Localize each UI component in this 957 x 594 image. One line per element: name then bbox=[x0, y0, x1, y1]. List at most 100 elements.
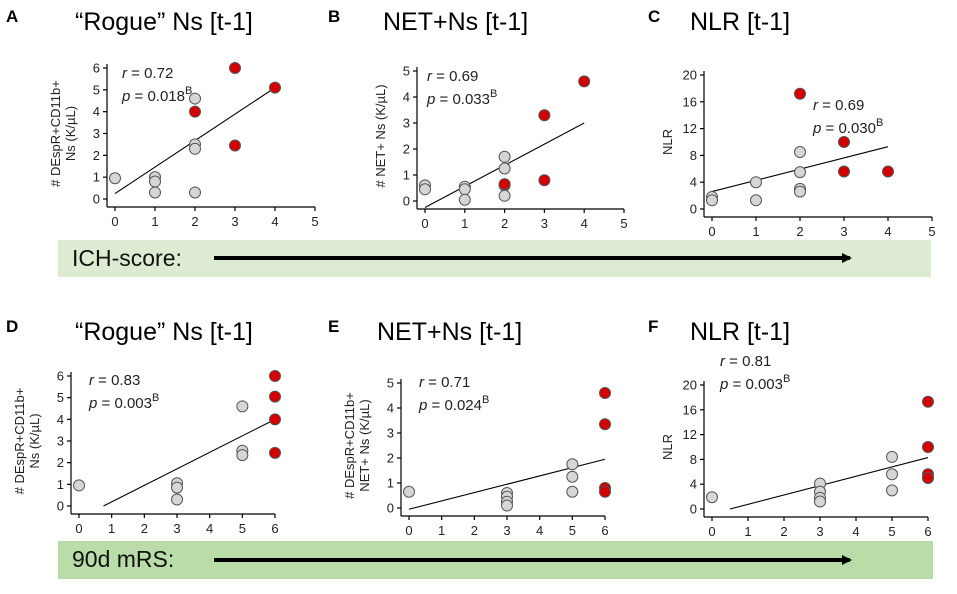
chart-title: “Rogue” Ns [t-1] bbox=[75, 8, 253, 36]
x-tick-label: 4 bbox=[884, 224, 891, 239]
data-point-high bbox=[269, 390, 281, 403]
panel-letter: B bbox=[328, 7, 340, 26]
x-tick-label: 4 bbox=[852, 524, 859, 539]
data-point-low bbox=[498, 162, 511, 175]
data-point-low bbox=[73, 479, 85, 492]
y-tick-label: 0 bbox=[57, 499, 64, 514]
y-tick-label: 8 bbox=[690, 452, 697, 467]
x-tick-label: 5 bbox=[239, 521, 246, 536]
y-tick-label: 20 bbox=[683, 68, 697, 83]
data-point-high bbox=[269, 81, 281, 94]
data-point-high bbox=[229, 139, 241, 152]
y-axis-label: NET+ Ns (K/µL) bbox=[357, 399, 372, 491]
data-point-low bbox=[566, 470, 579, 483]
y-tick-label: 0 bbox=[690, 202, 697, 217]
panel-d: D “Rogue” Ns [t-1] 0 1 2 3 4 5 6 0 1 2 3 4 5 6 # DEspR+C… bbox=[6, 317, 281, 536]
data-point-low bbox=[794, 146, 806, 159]
y-tick-label: 3 bbox=[57, 434, 64, 449]
data-point-low bbox=[886, 484, 898, 497]
y-tick-label: 4 bbox=[690, 477, 697, 492]
x-tick-label: 2 bbox=[796, 224, 803, 239]
r-statistic: r = 0.69 bbox=[813, 97, 864, 114]
x-tick-label: 1 bbox=[108, 521, 115, 536]
y-tick-label: 5 bbox=[403, 64, 410, 79]
y-tick-label: 6 bbox=[93, 61, 100, 76]
x-tick-label: 0 bbox=[708, 524, 715, 539]
x-tick-label: 3 bbox=[840, 224, 847, 239]
y-tick-label: 0 bbox=[387, 501, 394, 516]
chart-title: “Rogue” Ns [t-1] bbox=[75, 318, 253, 346]
x-tick-label: 2 bbox=[191, 214, 198, 229]
y-tick-label: 3 bbox=[93, 126, 100, 141]
data-point-low bbox=[189, 186, 201, 199]
x-tick-label: 0 bbox=[421, 216, 428, 231]
r-statistic: r = 0.71 bbox=[419, 374, 470, 391]
data-point-low bbox=[149, 186, 161, 199]
x-tick-label: 2 bbox=[501, 216, 508, 231]
y-tick-label: 0 bbox=[690, 502, 697, 517]
y-axis-label: # DEspR+CD11b+ bbox=[48, 80, 63, 187]
data-point-low bbox=[171, 481, 183, 494]
panel-b: B NET+Ns [t-1] 0 1 2 3 4 5 0 1 2 3 4 5 # NET+ Ns (K/µL… bbox=[328, 7, 628, 231]
p-statistic: p = 0.003B bbox=[719, 373, 790, 393]
data-point-high bbox=[269, 413, 281, 426]
y-tick-label: 1 bbox=[93, 170, 100, 185]
data-point-high bbox=[922, 472, 934, 484]
data-point-low bbox=[814, 495, 826, 508]
panel-letter: C bbox=[648, 7, 660, 26]
x-tick-label: 5 bbox=[569, 523, 576, 538]
data-point-low bbox=[403, 485, 415, 498]
y-axis-label: NLR bbox=[660, 434, 675, 460]
x-tick-label: 1 bbox=[151, 214, 158, 229]
y-axis-label: # DEspR+CD11b+ bbox=[12, 388, 27, 495]
y-tick-label: 5 bbox=[93, 82, 100, 97]
y-tick-label: 4 bbox=[57, 412, 64, 427]
data-point-high bbox=[498, 178, 511, 191]
data-point-high bbox=[599, 387, 611, 399]
mrs-banner: 90d mRS: bbox=[58, 541, 933, 579]
x-tick-label: 0 bbox=[75, 521, 82, 536]
x-tick-label: 3 bbox=[816, 524, 823, 539]
p-statistic: p = 0.018B bbox=[121, 85, 192, 105]
x-tick-label: 5 bbox=[928, 224, 935, 239]
r-statistic: r = 0.83 bbox=[89, 372, 140, 389]
x-tick-label: 3 bbox=[231, 214, 238, 229]
data-point-low bbox=[498, 189, 511, 202]
x-tick-label: 5 bbox=[620, 216, 627, 231]
data-point-low bbox=[189, 92, 201, 105]
r-statistic: r = 0.69 bbox=[427, 68, 478, 85]
x-tick-label: 0 bbox=[111, 214, 118, 229]
chart-title: NET+Ns [t-1] bbox=[377, 318, 522, 346]
data-point-low bbox=[458, 183, 471, 196]
y-tick-label: 1 bbox=[403, 168, 410, 183]
x-tick-label: 3 bbox=[503, 523, 510, 538]
y-axis-label: # NET+ Ns (K/µL) bbox=[373, 84, 388, 187]
y-axis-label: # DEspR+CD11b+ bbox=[342, 392, 357, 499]
x-tick-label: 1 bbox=[438, 523, 445, 538]
p-statistic: p = 0.033B bbox=[426, 88, 497, 108]
x-tick-label: 6 bbox=[271, 521, 278, 536]
data-point-low bbox=[189, 142, 201, 155]
panel-e: E NET+Ns [t-1] 0 1 2 3 4 5 6 0 1 2 3 4 5 # DEspR+CD11b+… bbox=[328, 317, 611, 538]
data-point-low bbox=[706, 491, 718, 504]
data-point-low bbox=[236, 400, 249, 413]
data-point-low bbox=[171, 493, 183, 506]
data-point-high bbox=[599, 485, 611, 498]
r-statistic: r = 0.72 bbox=[122, 65, 173, 82]
p-statistic: p = 0.024B bbox=[418, 394, 489, 414]
data-point-high bbox=[922, 395, 934, 408]
data-point-low bbox=[566, 458, 579, 471]
data-point-low bbox=[501, 499, 513, 512]
y-tick-label: 2 bbox=[93, 148, 100, 163]
x-tick-label: 1 bbox=[461, 216, 468, 231]
x-tick-label: 6 bbox=[924, 524, 931, 539]
x-tick-label: 6 bbox=[601, 523, 608, 538]
x-tick-label: 2 bbox=[780, 524, 787, 539]
x-tick-label: 1 bbox=[744, 524, 751, 539]
chart-title: NLR [t-1] bbox=[690, 318, 790, 346]
ich-score-banner: ICH-score: bbox=[58, 240, 931, 277]
data-point-high bbox=[269, 446, 281, 459]
data-point-high bbox=[838, 136, 850, 148]
panel-letter: F bbox=[648, 317, 658, 336]
